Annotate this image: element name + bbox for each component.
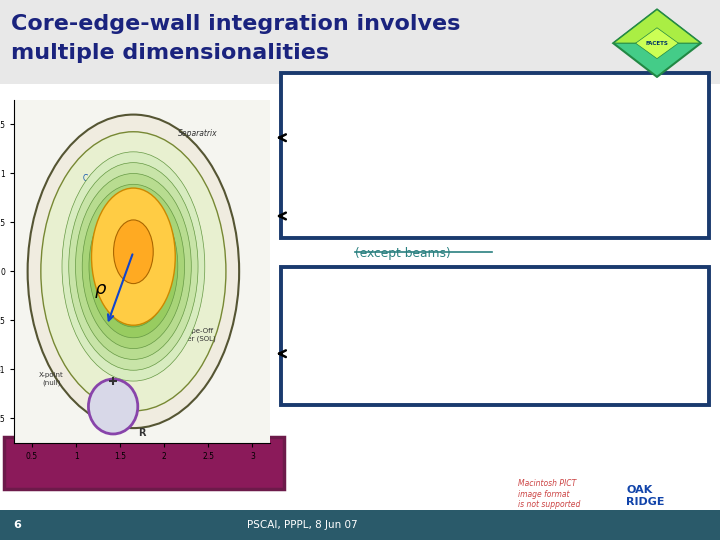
Text: $\rho$: $\rho$ [94, 282, 107, 300]
Text: Hot plasma: Hot plasma [297, 169, 367, 182]
Text: Open field lines: so parallel transport must: Open field lines: so parallel transport … [297, 286, 559, 299]
Text: parallel transport: parallel transport [297, 119, 404, 132]
Polygon shape [636, 28, 678, 59]
Text: Plasma-wall interaction is 2-D: Plasma-wall interaction is 2-D [4, 454, 284, 472]
Ellipse shape [109, 227, 158, 305]
Text: Macintosh PICT
image format
is not supported: Macintosh PICT image format is not suppo… [518, 479, 581, 509]
Ellipse shape [68, 163, 198, 370]
Text: Warm Plasma: Warm Plasma [101, 244, 148, 250]
Circle shape [89, 379, 138, 434]
FancyBboxPatch shape [281, 267, 709, 405]
Ellipse shape [62, 152, 204, 381]
Text: (except beams): (except beams) [355, 247, 451, 260]
Ellipse shape [82, 184, 184, 349]
Ellipse shape [102, 217, 164, 316]
Ellipse shape [41, 132, 226, 411]
Text: OAK
RIDGE: OAK RIDGE [626, 485, 665, 507]
Ellipse shape [96, 206, 171, 327]
Text: R: R [138, 428, 146, 438]
Text: ⇒Collisionless, no significant atomic: ⇒Collisionless, no significant atomic [312, 192, 534, 205]
Text: physics: physics [312, 214, 358, 227]
FancyBboxPatch shape [0, 0, 720, 510]
FancyBboxPatch shape [4, 437, 284, 489]
Text: multiple dimensionalities: multiple dimensionalities [11, 43, 329, 63]
Ellipse shape [89, 195, 178, 338]
Ellipse shape [91, 188, 175, 325]
Text: Cold Plasma: Cold Plasma [84, 174, 130, 183]
FancyBboxPatch shape [0, 510, 720, 540]
Text: X-point
(null): X-point (null) [39, 373, 64, 386]
FancyBboxPatch shape [281, 73, 709, 238]
Text: ⇒Quantities 1-D: ⇒Quantities 1-D [312, 142, 411, 155]
Text: FACETS: FACETS [646, 40, 668, 46]
Text: Cool plasma: Cool plasma [297, 363, 373, 376]
FancyBboxPatch shape [0, 0, 720, 84]
Ellipse shape [27, 114, 239, 428]
Text: ⇒Collisional, atomic physics is important: ⇒Collisional, atomic physics is importan… [312, 386, 562, 399]
Text: Scrape-Off
Layer (SOL): Scrape-Off Layer (SOL) [175, 328, 215, 342]
Text: ⇒Quantities are 2-D: ⇒Quantities are 2-D [312, 336, 434, 349]
Ellipse shape [114, 220, 153, 284]
Text: 6: 6 [13, 521, 21, 530]
Text: balance perpendicular: balance perpendicular [297, 313, 434, 326]
Text: Divertor: Divertor [99, 403, 127, 409]
Polygon shape [613, 10, 701, 77]
Ellipse shape [76, 173, 192, 360]
Text: PSCAI, PPPL, 8 Jun 07: PSCAI, PPPL, 8 Jun 07 [247, 521, 358, 530]
Text: Closed field lines: slow perpendicular + fast parallel transport: Closed field lines: slow perpendicular +… [297, 92, 677, 105]
Text: Core-edge-wall integration involves: Core-edge-wall integration involves [11, 14, 460, 33]
Polygon shape [613, 10, 701, 43]
Text: Separatrix: Separatrix [177, 129, 217, 138]
